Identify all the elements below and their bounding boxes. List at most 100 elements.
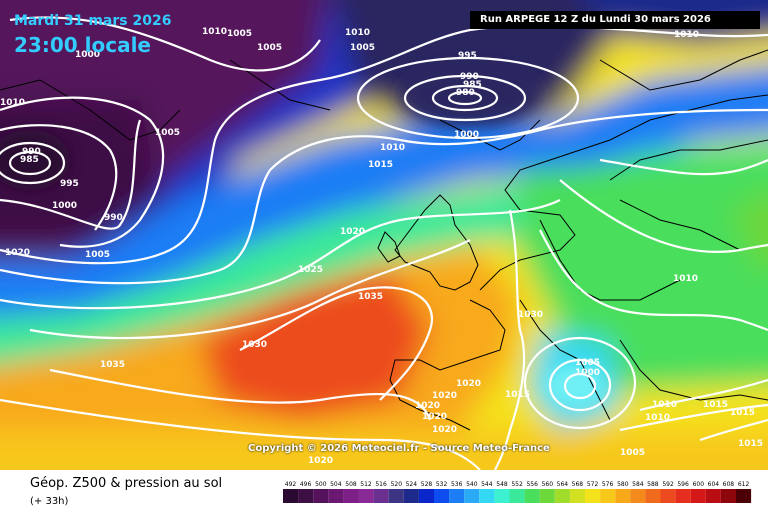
legend-label: 568 xyxy=(572,481,584,488)
isobar-label-980-a: 980 xyxy=(456,88,475,98)
legend-swatch xyxy=(343,489,359,503)
legend-label: 508 xyxy=(345,481,357,488)
legend-swatch xyxy=(328,489,344,503)
legend-swatch xyxy=(434,489,450,503)
legend-swatch xyxy=(283,489,299,503)
legend-swatch xyxy=(539,489,555,503)
run-info: Run ARPEGE 12 Z du Lundi 30 mars 2026 xyxy=(470,11,760,29)
legend-label: 596 xyxy=(677,481,689,488)
isobar-label-1005-b: 1005 xyxy=(257,43,282,53)
isobar-label-1005-f: 1005 xyxy=(575,358,600,368)
forecast-time: 23:00 locale xyxy=(14,33,151,57)
legend-label: 552 xyxy=(511,481,523,488)
isobar-label-1020-d: 1020 xyxy=(432,391,457,401)
isobars xyxy=(0,16,768,470)
legend-swatch xyxy=(675,489,691,503)
legend-label: 504 xyxy=(330,481,342,488)
isobar-label-1015-e: 1015 xyxy=(738,439,763,449)
isobar-label-1030-b: 1030 xyxy=(518,310,543,320)
isobar-label-1015-c: 1015 xyxy=(703,400,728,410)
isobar-label-995-a: 995 xyxy=(458,51,477,61)
legend-swatch xyxy=(705,489,721,503)
legend-swatch xyxy=(449,489,465,503)
legend-swatch xyxy=(373,489,389,503)
legend-label: 556 xyxy=(526,481,538,488)
isobar-label-1020-e: 1020 xyxy=(415,401,440,411)
legend-label: 512 xyxy=(360,481,372,488)
legend-swatch xyxy=(298,489,314,503)
isobar-label-990-c: 990 xyxy=(104,213,123,223)
isobar-label-985-b: 985 xyxy=(20,155,39,165)
legend-label: 540 xyxy=(466,481,478,488)
legend-label: 592 xyxy=(662,481,674,488)
isobar-label-1010-c: 1010 xyxy=(674,30,699,40)
isobar-label-1020-g: 1020 xyxy=(432,425,457,435)
isobar-label-1000-c: 1000 xyxy=(52,201,77,211)
isobar-label-1010-e: 1010 xyxy=(380,143,405,153)
copyright-notice: Copyright © 2026 Meteociel.fr - Source M… xyxy=(248,443,550,454)
isobar-label-985-a: 985 xyxy=(463,80,482,90)
legend-swatch xyxy=(509,489,525,503)
legend-label: 608 xyxy=(723,481,735,488)
legend-label: 584 xyxy=(632,481,644,488)
legend-label: 500 xyxy=(315,481,327,488)
legend-label: 496 xyxy=(300,481,312,488)
legend-swatch xyxy=(690,489,706,503)
legend-swatch xyxy=(645,489,661,503)
legend-label: 612 xyxy=(738,481,750,488)
isobar-label-1015-a: 1015 xyxy=(368,160,393,170)
isobar-label-1020-b: 1020 xyxy=(340,227,365,237)
isobar-label-1010-d: 1010 xyxy=(0,98,25,108)
isobar-label-1005-e: 1005 xyxy=(85,250,110,260)
isobar-label-1015-d: 1015 xyxy=(730,408,755,418)
legend-label: 576 xyxy=(602,481,614,488)
isobar-label-1000-d: 1000 xyxy=(575,368,600,378)
isobar-label-1010-f: 1010 xyxy=(673,274,698,284)
isobar-label-1020-a: 1020 xyxy=(5,248,30,258)
isobar-label-1025: 1025 xyxy=(298,265,323,275)
legend-swatch xyxy=(569,489,585,503)
legend-swatch xyxy=(464,489,480,503)
legend-swatch xyxy=(418,489,434,503)
isobar-label-995-b: 995 xyxy=(60,179,79,189)
map-canvas: 1010 1005 1000 1005 1010 1005 995 990 98… xyxy=(0,0,768,470)
legend-label: 560 xyxy=(542,481,554,488)
legend-label: 520 xyxy=(391,481,403,488)
legend-label: 600 xyxy=(693,481,705,488)
legend-label: 536 xyxy=(451,481,463,488)
legend-label: 516 xyxy=(375,481,387,488)
isobar-label-1010-a: 1010 xyxy=(202,27,227,37)
isobar-label-1000-a: 1000 xyxy=(75,50,100,60)
legend-swatch xyxy=(600,489,616,503)
color-scale-legend: 492 496 500 504 508 512 516 520 524 528 532 536 540 5… xyxy=(283,481,752,503)
isobar-label-1005-g: 1005 xyxy=(620,448,645,458)
isobar-label-1020-c: 1020 xyxy=(456,379,481,389)
isobar-label-1010-h: 1010 xyxy=(645,413,670,423)
legend-label: 544 xyxy=(481,481,493,488)
legend-label: 492 xyxy=(285,481,297,488)
legend-swatch xyxy=(494,489,510,503)
isobar-label-1015-b: 1015 xyxy=(505,390,530,400)
legend-label: 532 xyxy=(436,481,448,488)
isobar-label-990-b: 990 xyxy=(22,147,41,157)
isobar-label-1030-a: 1030 xyxy=(242,340,267,350)
legend-swatch xyxy=(524,489,540,503)
legend-label: 580 xyxy=(617,481,629,488)
isobar-label-1005-c: 1005 xyxy=(350,43,375,53)
legend-swatch xyxy=(554,489,570,503)
legend-swatch xyxy=(720,489,736,503)
isobar-label-1035-a: 1035 xyxy=(358,292,383,302)
legend-swatch xyxy=(736,489,752,503)
legend-label: 572 xyxy=(587,481,599,488)
legend-label: 524 xyxy=(406,481,418,488)
isobar-label-1020-h: 1020 xyxy=(308,456,333,466)
legend-label: 588 xyxy=(647,481,659,488)
legend-label: 548 xyxy=(496,481,508,488)
isobar-label-1035-b: 1035 xyxy=(100,360,125,370)
isobar-label-1010-g: 1010 xyxy=(652,400,677,410)
isobar-label-1005-a: 1005 xyxy=(227,29,252,39)
isobar-label-1005-d: 1005 xyxy=(155,128,180,138)
isobar-label-990-a: 990 xyxy=(460,72,479,82)
forecast-lead: (+ 33h) xyxy=(30,496,69,507)
legend-swatch xyxy=(615,489,631,503)
